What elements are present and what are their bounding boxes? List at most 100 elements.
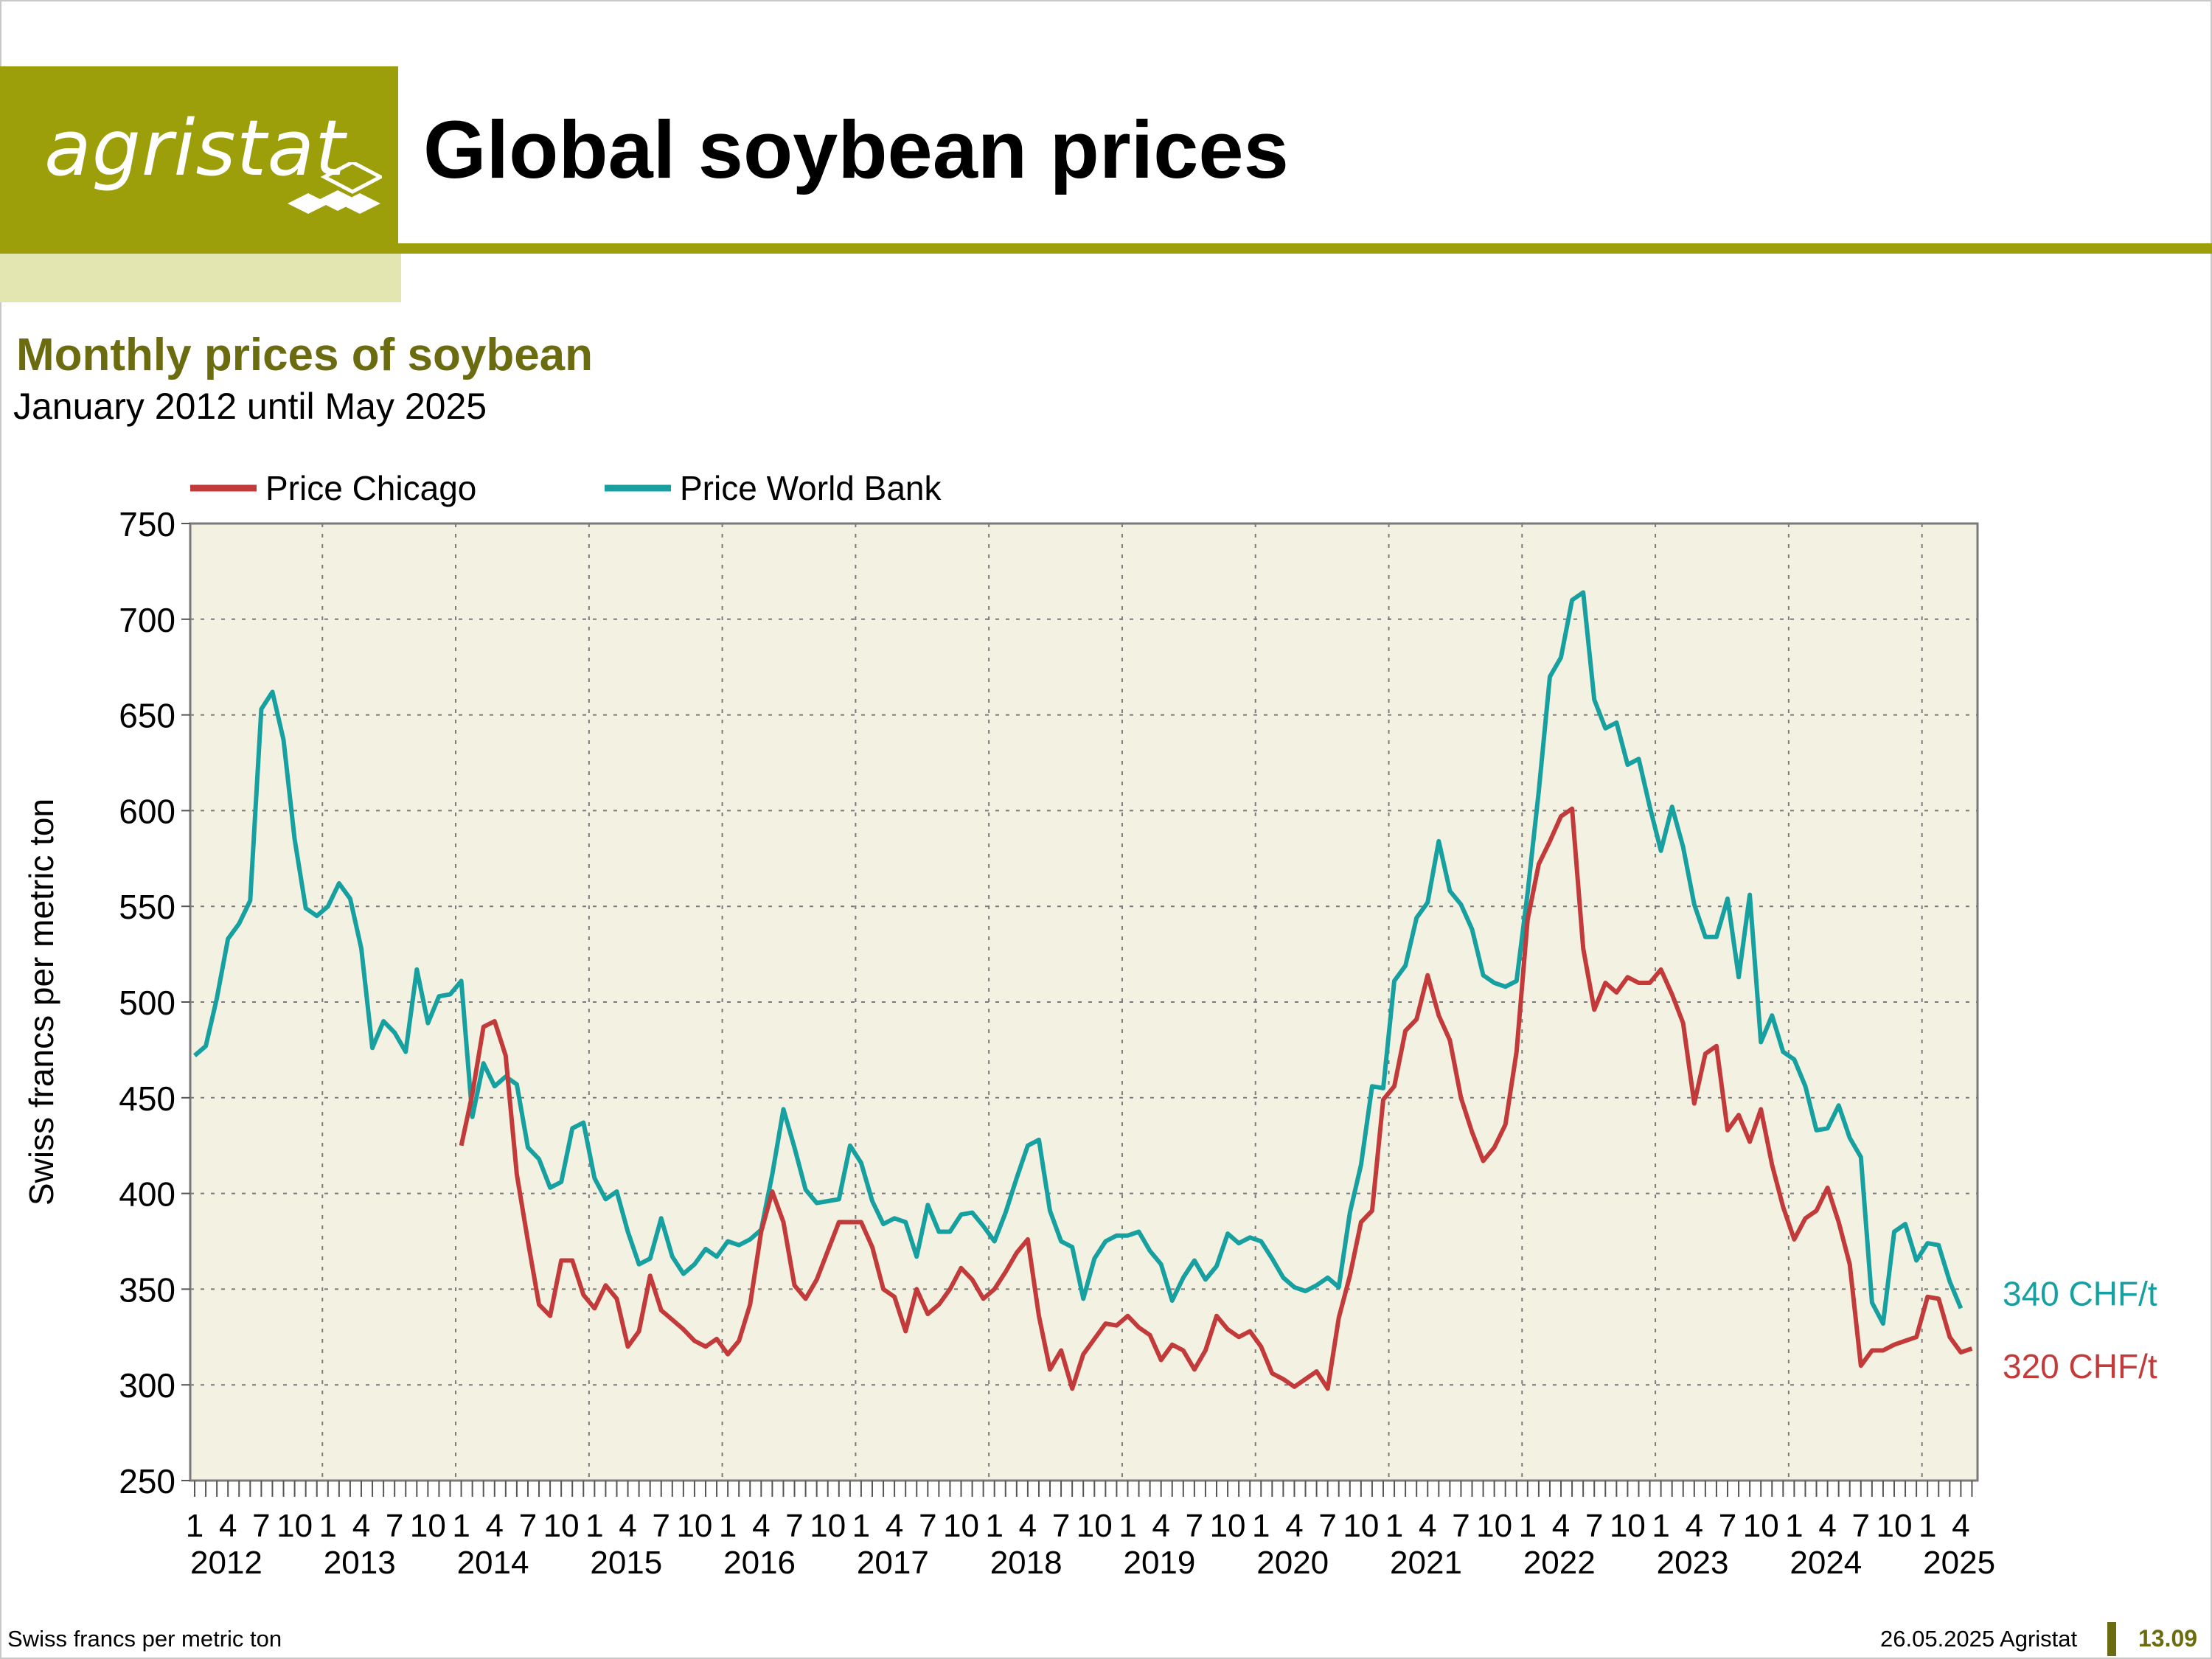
x-year-label: 2020: [1256, 1545, 1329, 1581]
x-month-label: 4: [352, 1508, 370, 1544]
x-month-label: 7: [1186, 1508, 1203, 1544]
series-line-chicago: [459, 806, 1973, 1391]
agristat-logo: [0, 66, 398, 254]
x-month-label: 4: [1818, 1508, 1836, 1544]
logo-shadow-band: [0, 254, 401, 302]
x-month-label: 10: [1476, 1508, 1512, 1544]
y-tick-label: 600: [119, 792, 175, 830]
y-tick-label: 500: [119, 984, 175, 1022]
x-year-label: 2017: [857, 1545, 929, 1581]
x-month-label: 1: [1252, 1508, 1270, 1544]
page-title: Global soybean prices: [423, 105, 1289, 195]
x-month-label: 4: [219, 1508, 237, 1544]
x-year-label: 2021: [1390, 1545, 1462, 1581]
x-month-label: 7: [919, 1508, 936, 1544]
x-year-label: 2018: [990, 1545, 1062, 1581]
x-month-label: 4: [752, 1508, 770, 1544]
legend-label-worldbank: Price World Bank: [680, 469, 942, 507]
x-month-label: 10: [1610, 1508, 1646, 1544]
end-value-label-worldbank: 340 CHF/t: [2003, 1274, 2157, 1312]
x-year-label: 2019: [1123, 1545, 1195, 1581]
x-month-label: 4: [886, 1508, 903, 1544]
chart-title: Monthly prices of soybean: [16, 330, 594, 380]
x-month-label: 7: [252, 1508, 270, 1544]
footer-accent-bar: [2107, 1622, 2116, 1656]
y-tick-label: 700: [119, 601, 175, 639]
x-month-label: 7: [1318, 1508, 1336, 1544]
y-tick-label: 550: [119, 888, 175, 926]
x-year-label: 2012: [190, 1545, 262, 1581]
footer-unit-note: Swiss francs per metric ton: [7, 1626, 282, 1652]
series-line-worldbank: [193, 590, 1964, 1326]
x-month-label: 1: [985, 1508, 1003, 1544]
logo-diamond-icon: [288, 162, 382, 214]
footer-date-source: 26.05.2025 Agristat: [1880, 1626, 2078, 1652]
x-year-label: 2023: [1657, 1545, 1729, 1581]
x-month-label: 10: [943, 1508, 979, 1544]
y-tick-label: 750: [119, 505, 175, 543]
x-month-label: 1: [452, 1508, 470, 1544]
x-year-label: 2015: [590, 1545, 662, 1581]
x-month-label: 10: [1877, 1508, 1913, 1544]
x-month-label: 10: [543, 1508, 580, 1544]
x-month-label: 10: [410, 1508, 446, 1544]
x-month-label: 7: [1052, 1508, 1070, 1544]
x-month-label: 1: [1785, 1508, 1803, 1544]
x-month-label: 10: [1210, 1508, 1246, 1544]
x-month-label: 4: [1686, 1508, 1703, 1544]
x-month-label: 1: [1119, 1508, 1136, 1544]
y-tick-label: 250: [119, 1462, 175, 1500]
x-year-label: 2022: [1523, 1545, 1596, 1581]
x-month-label: 10: [276, 1508, 313, 1544]
x-month-label: 7: [386, 1508, 403, 1544]
x-month-label: 4: [1552, 1508, 1570, 1544]
x-month-label: 4: [1285, 1508, 1303, 1544]
x-month-label: 1: [719, 1508, 737, 1544]
x-year-label: 2025: [1923, 1545, 1995, 1581]
x-month-label: 10: [676, 1508, 712, 1544]
x-month-label: 7: [1852, 1508, 1870, 1544]
x-month-label: 4: [1419, 1508, 1436, 1544]
x-month-label: 1: [319, 1508, 337, 1544]
x-month-label: 7: [1585, 1508, 1603, 1544]
x-month-label: 1: [1652, 1508, 1669, 1544]
chart-subtitle: January 2012 until May 2025: [13, 386, 487, 427]
y-axis-label: Swiss francs per metric ton: [22, 799, 60, 1206]
x-month-label: 4: [486, 1508, 504, 1544]
y-tick-label: 300: [119, 1366, 175, 1405]
x-month-label: 10: [1077, 1508, 1113, 1544]
end-value-label-chicago: 320 CHF/t: [2003, 1347, 2157, 1385]
x-month-label: 7: [1452, 1508, 1470, 1544]
header-rule: [398, 243, 2212, 254]
legend-label-chicago: Price Chicago: [265, 469, 476, 507]
x-month-label: 7: [519, 1508, 537, 1544]
y-tick-label: 400: [119, 1175, 175, 1214]
x-year-label: 2016: [723, 1545, 796, 1581]
y-tick-label: 650: [119, 697, 175, 735]
y-tick-label: 350: [119, 1270, 175, 1309]
x-month-label: 4: [1152, 1508, 1169, 1544]
y-tick-label: 450: [119, 1079, 175, 1118]
x-month-label: 1: [1519, 1508, 1537, 1544]
x-month-label: 1: [852, 1508, 870, 1544]
x-month-label: 4: [619, 1508, 636, 1544]
footer-page-number: 13.09: [2138, 1625, 2198, 1652]
x-month-label: 4: [1952, 1508, 1969, 1544]
x-month-label: 7: [785, 1508, 803, 1544]
x-month-label: 7: [1719, 1508, 1736, 1544]
x-month-label: 10: [810, 1508, 846, 1544]
x-year-label: 2024: [1790, 1545, 1862, 1581]
x-month-label: 10: [1343, 1508, 1379, 1544]
x-month-label: 4: [1019, 1508, 1037, 1544]
x-month-label: 1: [1385, 1508, 1403, 1544]
x-month-label: 1: [186, 1508, 204, 1544]
logo-text: agristat: [44, 103, 346, 193]
x-month-label: 10: [1743, 1508, 1779, 1544]
x-year-label: 2014: [457, 1545, 529, 1581]
x-month-label: 7: [652, 1508, 669, 1544]
x-year-label: 2013: [324, 1545, 396, 1581]
x-month-label: 1: [1919, 1508, 1936, 1544]
x-month-label: 1: [585, 1508, 603, 1544]
